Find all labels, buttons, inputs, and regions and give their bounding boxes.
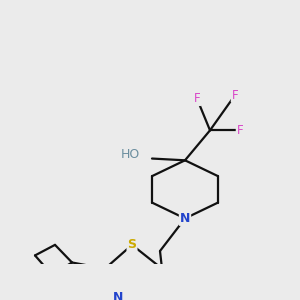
Text: N: N: [180, 212, 190, 225]
Text: F: F: [232, 88, 238, 102]
Text: F: F: [237, 124, 243, 137]
Text: N: N: [113, 291, 123, 300]
Text: F: F: [194, 92, 200, 105]
Text: HO: HO: [121, 148, 140, 160]
Text: S: S: [128, 238, 136, 251]
